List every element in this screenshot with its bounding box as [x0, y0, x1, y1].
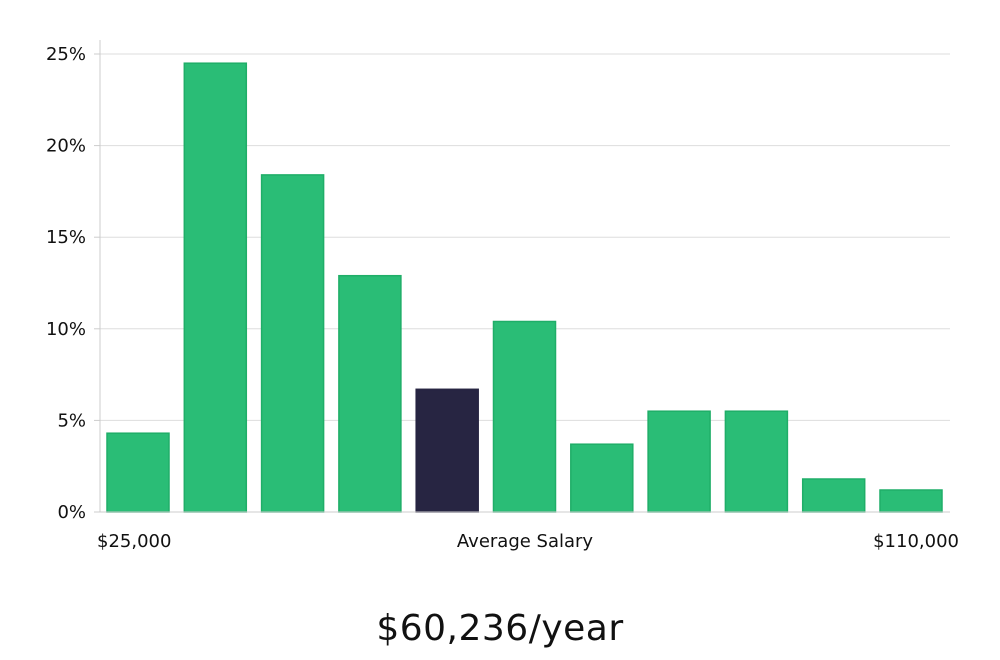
bar: [724, 410, 789, 513]
bar: [492, 320, 557, 513]
bar: [260, 174, 325, 513]
bar: [338, 274, 402, 513]
x-max-label: $110,000: [873, 531, 959, 552]
y-tick-label: 20%: [46, 136, 86, 157]
bar-average-salary: [415, 388, 479, 513]
bar: [183, 62, 248, 513]
y-tick-label: 5%: [57, 410, 86, 431]
average-salary-value: $60,236/year: [376, 608, 624, 649]
axes: [94, 40, 950, 513]
bar: [570, 443, 634, 513]
x-min-label: $25,000: [97, 531, 171, 552]
y-tick-label: 10%: [46, 319, 86, 340]
chart-svg: 0%5%10%15%20%25% $25,000 Average Salary …: [46, 40, 959, 552]
y-tick-label: 0%: [57, 502, 86, 523]
x-axis-label: Average Salary: [457, 531, 594, 552]
bar: [879, 489, 943, 513]
bar: [647, 410, 711, 513]
y-tick-label: 15%: [46, 227, 86, 248]
bar: [801, 478, 866, 513]
y-axis-ticks: 0% 5% 10% 15% 20% 25%: [46, 44, 100, 523]
bars: [106, 62, 943, 513]
y-tick-label: 25%: [46, 44, 86, 65]
bar: [106, 432, 170, 513]
